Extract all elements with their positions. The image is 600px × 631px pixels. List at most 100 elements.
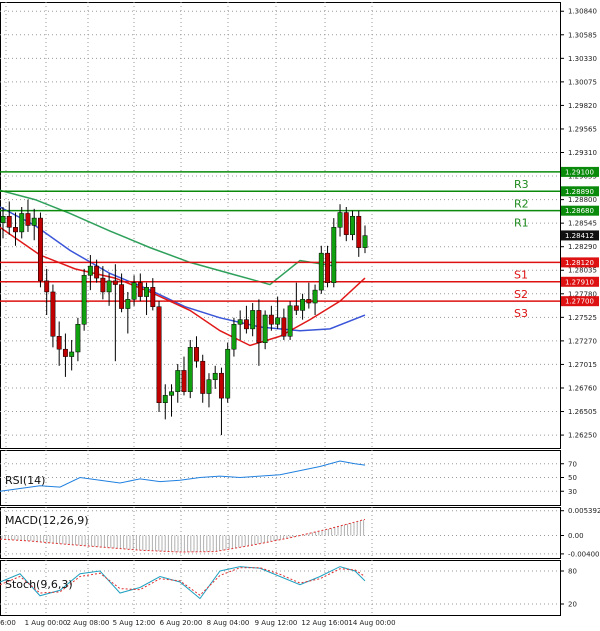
- time-tick-label: 2 Aug 08:00: [67, 619, 110, 627]
- candle-body: [119, 284, 125, 309]
- level-price-value: 1.28680: [565, 207, 594, 215]
- candle: [293, 282, 299, 316]
- candle: [100, 266, 106, 300]
- candle: [250, 303, 256, 337]
- candle: [69, 339, 75, 371]
- price-tick-label: 1.27015: [568, 361, 597, 369]
- candle: [237, 310, 243, 340]
- candle-body: [106, 280, 112, 293]
- candle: [125, 291, 131, 334]
- candle-body: [362, 235, 368, 248]
- price-tick-label: 1.27780: [568, 290, 597, 298]
- candle: [362, 225, 368, 254]
- level-price-tag: [561, 276, 599, 287]
- indicator-tick-label: 50: [568, 474, 577, 482]
- candle-body: [50, 291, 56, 337]
- candle-body: [137, 282, 143, 297]
- candle: [13, 212, 18, 246]
- level-label-s1: S1: [514, 268, 528, 281]
- stoch-frame: [0, 560, 561, 616]
- candle: [181, 356, 187, 396]
- indicator-tick-label: 80: [568, 568, 577, 576]
- candle: [112, 264, 118, 362]
- candle-body: [69, 351, 75, 357]
- price-tick-label: 1.28035: [568, 267, 597, 275]
- candle-body: [13, 227, 18, 233]
- ma-slow-line: [0, 189, 336, 286]
- candle-body: [281, 317, 287, 337]
- candle-body: [337, 212, 343, 228]
- indicator-tick-label: 0.005392: [568, 507, 600, 515]
- candle-body: [144, 287, 150, 297]
- candle-body: [19, 213, 25, 233]
- time-tick-label: 12 Aug 16:00: [301, 619, 348, 627]
- candle: [300, 293, 306, 320]
- candle-body: [37, 217, 43, 282]
- candle-body: [350, 215, 355, 235]
- chart-grid: [0, 2, 561, 616]
- candle-body: [112, 280, 118, 285]
- candle-body: [156, 306, 162, 404]
- price-tick-label: 1.30330: [568, 55, 597, 63]
- price-tick-label: 1.27270: [568, 337, 597, 345]
- candle: [312, 284, 318, 316]
- candle-body: [225, 348, 231, 399]
- candle: [275, 296, 281, 329]
- candle-body: [44, 280, 50, 293]
- candle: [287, 301, 293, 340]
- candle: [306, 282, 312, 309]
- candle: [106, 273, 112, 306]
- candle-body: [81, 275, 87, 325]
- candle-body: [169, 391, 174, 396]
- level-label-s2: S2: [514, 288, 528, 301]
- candle: [6, 201, 12, 235]
- level-price-tag: [561, 186, 599, 197]
- ma-fast-line: [0, 226, 366, 347]
- indicator-tick-label: 0.00: [568, 532, 584, 540]
- candle-body: [162, 395, 168, 404]
- indicator-tick-label: 20: [568, 601, 577, 609]
- candle-body: [212, 372, 218, 380]
- candle: [187, 339, 193, 399]
- candle: [175, 363, 181, 403]
- candle: [262, 310, 268, 350]
- price-tick-label: 1.30840: [568, 8, 597, 16]
- candle: [25, 199, 31, 232]
- candle: [31, 208, 37, 241]
- candle: [131, 275, 137, 306]
- candle-body: [356, 215, 362, 248]
- time-tick-label: 8 Aug 04:00: [207, 619, 250, 627]
- candle-body: [194, 347, 199, 362]
- candle-body: [306, 299, 312, 304]
- candle: [200, 354, 206, 403]
- candle: [50, 284, 56, 348]
- candle-body: [200, 360, 206, 394]
- time-tick-label: 14 Aug 00:00: [348, 619, 395, 627]
- time-axis: 6:00 1 Aug 00:00 2 Aug 08:00 5 Aug 12:00 6 A…: [0, 619, 395, 627]
- candle-body: [31, 217, 37, 226]
- candle-body: [150, 287, 156, 307]
- indicator-tick-label: -0.004007: [568, 550, 600, 558]
- time-tick-label: 5 Aug 12:00: [113, 619, 156, 627]
- macd-label: MACD(12,26,9): [5, 514, 89, 527]
- candle-body: [250, 310, 256, 330]
- price-tick-label: 1.28290: [568, 243, 597, 251]
- candle-body: [187, 347, 193, 392]
- macd-pane: [0, 518, 366, 553]
- stoch-pane: [0, 566, 366, 600]
- candle: [81, 268, 87, 331]
- candle-body: [56, 336, 62, 350]
- level-price-tag: [561, 296, 599, 307]
- level-label-r1: R1: [514, 217, 529, 230]
- time-tick-label: 1 Aug 00:00: [25, 619, 68, 627]
- candle: [268, 305, 274, 331]
- level-price-tag: [561, 205, 599, 216]
- candle-body: [231, 324, 237, 350]
- rsi-label: RSI(14): [5, 474, 45, 487]
- candle-body: [62, 348, 68, 357]
- price-tick-label: 1.26760: [568, 384, 597, 392]
- price-tick-label: 1.30075: [568, 78, 597, 86]
- candle-body: [94, 265, 100, 279]
- level-label-s3: S3: [514, 307, 528, 320]
